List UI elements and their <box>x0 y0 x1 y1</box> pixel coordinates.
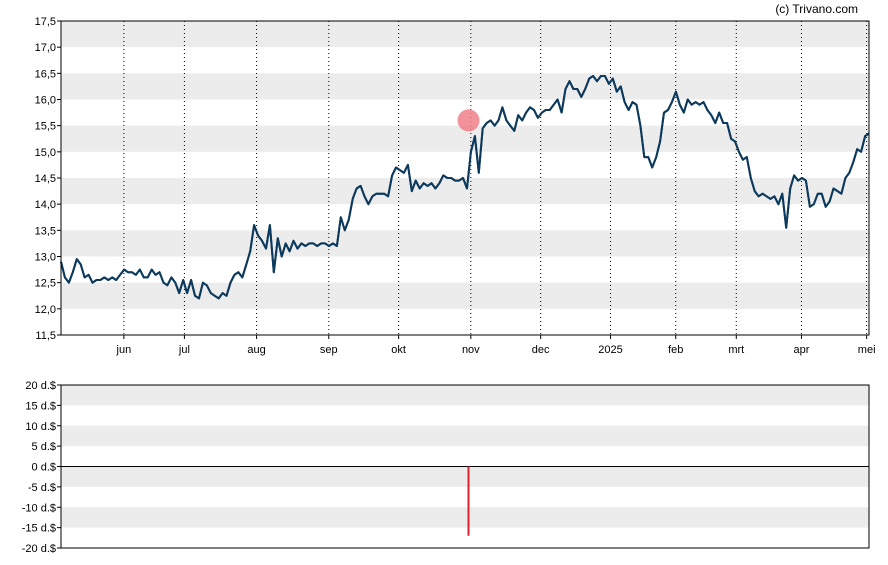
price-y-tick-label: 12,5 <box>35 278 56 290</box>
dividend-y-tick-label: -15 d.$ <box>22 523 56 535</box>
price-x-tick-label: aug <box>247 344 265 356</box>
price-band <box>61 21 869 48</box>
dividend-band <box>61 385 869 406</box>
price-x-tick-label: sep <box>320 344 338 356</box>
price-x-tick-label: jul <box>178 344 190 356</box>
price-y-tick-label: 15,5 <box>35 121 56 133</box>
price-x-tick-label: mei <box>858 344 876 356</box>
price-series-line-overlay <box>60 75 870 300</box>
dividend-y-tick-label: 10 d.$ <box>25 421 56 433</box>
price-y-tick-label: 14,0 <box>35 199 56 211</box>
price-band <box>61 73 869 100</box>
dividend-y-tick-label: -20 d.$ <box>22 543 56 555</box>
price-x-tick-label: jun <box>116 344 132 356</box>
price-y-tick-label: 13,0 <box>35 252 56 264</box>
dividend-frame <box>60 384 870 549</box>
price-x-tick-label: feb <box>668 344 683 356</box>
dividend-chart: 20 d.$ 15 d.$ 10 d.$ 5 d.$ 0 d.$ -5 d.$ -10 d.… <box>22 380 870 555</box>
price-y-tick-label: 15,0 <box>35 147 56 159</box>
dividend-y-tick-label: 20 d.$ <box>25 380 56 392</box>
copyright-text: (c) Trivano.com <box>775 2 858 16</box>
price-y-tick-label: 11,5 <box>35 330 56 342</box>
event-marker <box>457 109 480 132</box>
price-x-tick-label: nov <box>462 344 480 356</box>
dividend-y-tick-label: -10 d.$ <box>22 502 56 514</box>
price-y-tick-label: 16,0 <box>35 95 56 107</box>
price-x-tick-label: mrt <box>728 344 744 356</box>
price-x-tick-label: okt <box>391 344 406 356</box>
price-y-tick-label: 12,0 <box>35 304 56 316</box>
price-x-tick-label: dec <box>532 344 550 356</box>
price-chart: jun jul aug sep okt nov dec 2025 feb mrt apr mei 11,… <box>35 16 876 356</box>
price-band <box>61 230 869 257</box>
dividend-y-tick-label: 15 d.$ <box>25 400 56 412</box>
price-x-tick-label: 2025 <box>598 344 622 356</box>
price-y-tick-label: 16,5 <box>35 68 56 80</box>
price-y-tick-label: 17,5 <box>35 16 56 28</box>
price-frame <box>60 20 870 336</box>
price-x-tick-label: apr <box>794 344 810 356</box>
price-y-tick-label: 13,5 <box>35 225 56 237</box>
dividend-y-tick-label: 5 d.$ <box>32 441 56 453</box>
dividend-band <box>61 507 869 528</box>
dividend-y-tick-label: -5 d.$ <box>28 482 56 494</box>
price-y-tick-label: 17,0 <box>35 42 56 54</box>
dividend-band <box>61 425 869 447</box>
price-y-tick-label: 14,5 <box>35 173 56 185</box>
dividend-y-tick-label: 0 d.$ <box>32 462 56 474</box>
dividend-band <box>61 466 869 487</box>
